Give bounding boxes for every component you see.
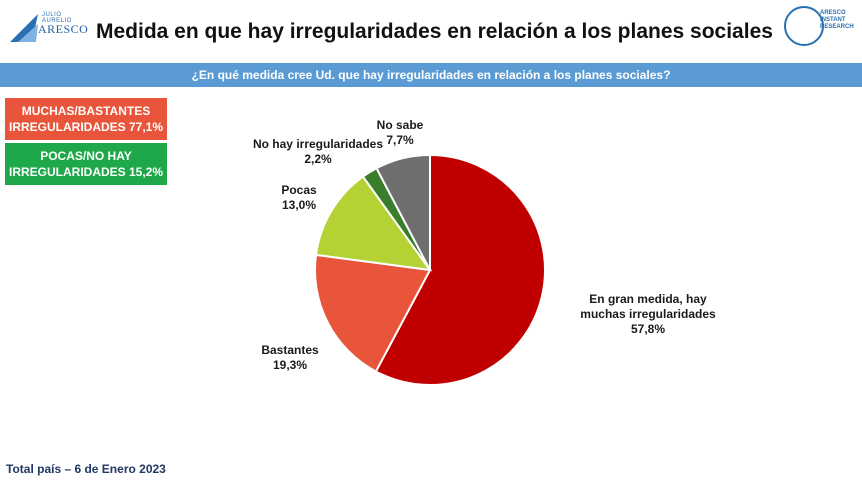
slice-category-label: muchas irregularidades (580, 307, 716, 321)
slice-label-no-sabe: No sabe 7,7% (377, 118, 424, 148)
slice-category-label: No sabe (376, 118, 424, 132)
slice-value-label: 19,3% (272, 358, 308, 372)
slice-label-bastantes: Bastantes 19,3% (261, 343, 318, 373)
summary-box-muchas: MUCHAS/BASTANTES IRREGULARIDADES 77,1% (5, 98, 167, 140)
logo-name: ARESCO (38, 22, 89, 36)
aresco-logo: JULIO AURELIO ARESCO (8, 10, 89, 46)
logo-small-text: JULIO AURELIO (42, 12, 72, 24)
pie-slice-gran-medida (374, 153, 546, 386)
slice-category-label: No hay irregularidades (252, 137, 384, 151)
slice-label-gran-medida: En gran medida, hay muchas irregularidade… (580, 292, 715, 337)
slice-category-label: Pocas (281, 183, 317, 197)
slice-value-label: 7,7% (386, 133, 414, 147)
summary-box-pocas: POCAS/NO HAY IRREGULARIDADES 15,2% (5, 143, 167, 185)
slice-label-pocas: Pocas 13,0% (281, 183, 316, 213)
question-banner: ¿En qué medida cree Ud. que hay irregula… (0, 63, 862, 87)
slice-category-label: Bastantes (261, 343, 319, 357)
logo-circle-icon (784, 6, 824, 46)
slice-value-label: 13,0% (281, 198, 317, 212)
pie-slice-pocas (314, 175, 433, 272)
slice-category-label: En gran medida, hay (589, 292, 707, 306)
pie-slice-no-sabe (375, 153, 431, 271)
page-title: Medida en que hay irregularidades en rel… (96, 20, 773, 43)
slice-value-label: 2,2% (304, 152, 332, 166)
logo-mark-icon (10, 14, 38, 42)
slice-label-no-hay: No hay irregularidades 2,2% (253, 137, 383, 167)
footer-note: Total país – 6 de Enero 2023 (6, 462, 166, 476)
slice-value-label: 57,8% (630, 322, 666, 336)
pie-slice-bastantes (314, 253, 432, 373)
aresco-instant-research-logo: ARESCO INSTANT RESEARCH (782, 4, 856, 48)
logo-right-text: ARESCO INSTANT RESEARCH (820, 10, 854, 30)
